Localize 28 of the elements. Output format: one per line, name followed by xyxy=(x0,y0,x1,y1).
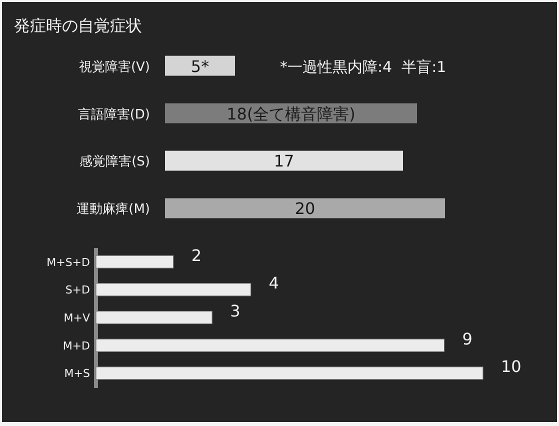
y-tick-label: 感覚障害(S) xyxy=(80,154,150,170)
y-tick-label: 言語障害(D) xyxy=(78,106,150,122)
bar xyxy=(96,310,212,324)
data-label: 20 xyxy=(294,199,316,218)
y-tick-label: S+D xyxy=(65,284,90,297)
data-label: 10 xyxy=(501,357,522,376)
y-tick-label: 視覚障害(V) xyxy=(78,58,150,75)
bar xyxy=(165,198,445,218)
bar xyxy=(96,338,445,352)
bar xyxy=(96,366,484,380)
bar xyxy=(165,56,235,76)
bar xyxy=(165,150,403,171)
bar xyxy=(96,283,252,296)
data-label: 2 xyxy=(191,246,202,265)
y-tick-label: 運動麻痺(M) xyxy=(76,202,150,218)
data-label: 4 xyxy=(268,274,279,293)
y-tick-label: M+S xyxy=(64,367,90,380)
annotation: *一過性黒内障:4 半盲:1 xyxy=(280,58,446,76)
y-tick-label: M+S+D xyxy=(46,256,90,269)
data-label: 18(全て構音障害) xyxy=(226,104,356,124)
data-label: 5* xyxy=(190,56,210,76)
data-label: 9 xyxy=(462,329,472,348)
data-label: 17 xyxy=(274,152,294,171)
y-tick-label: M+V xyxy=(64,312,90,324)
bar xyxy=(96,255,174,268)
data-label: 3 xyxy=(230,302,240,320)
y-tick-label: M+D xyxy=(62,339,90,352)
chart-title: 発症時の自覚症状 xyxy=(14,16,142,35)
